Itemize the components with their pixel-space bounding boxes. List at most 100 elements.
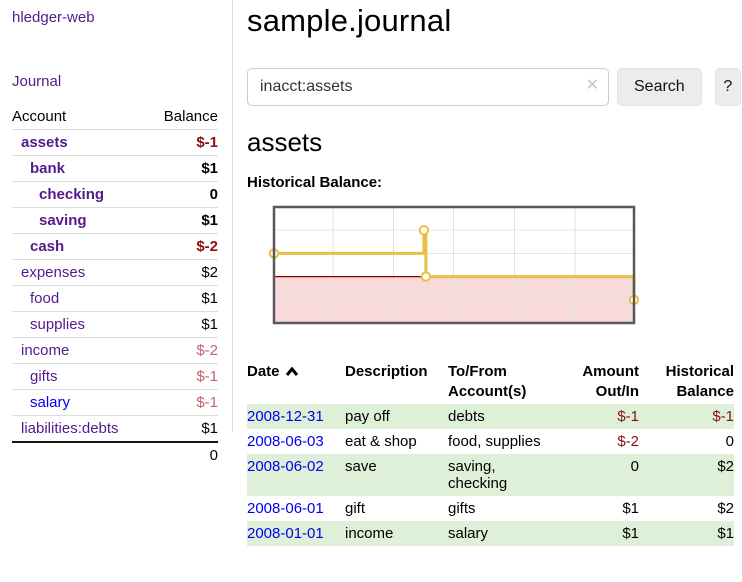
transaction-date-cell: 2008-06-02 <box>247 454 345 496</box>
date-link[interactable]: 2008-06-01 <box>247 500 324 517</box>
account-balance: $-2 <box>148 233 218 260</box>
transaction-balance: $2 <box>717 458 734 475</box>
accounts-total-row: 0 <box>12 441 218 468</box>
transaction-accounts: saving, checking <box>448 458 508 492</box>
header-label: Date <box>247 362 345 382</box>
account-link[interactable]: bank <box>30 160 66 177</box>
account-balance: $-2 <box>148 337 218 364</box>
account-name-cell: supplies <box>12 311 149 338</box>
transaction-description: income <box>345 525 394 542</box>
account-name-cell: assets <box>12 130 149 156</box>
account-balance: $1 <box>148 415 218 442</box>
search-input[interactable] <box>247 68 609 106</box>
account-link[interactable]: liabilities:debts <box>21 420 119 437</box>
account-link[interactable]: assets <box>21 134 68 151</box>
account-link[interactable]: supplies <box>30 316 86 333</box>
transaction-date-cell: 2008-12-31 <box>247 404 345 429</box>
account-balance: $-1 <box>148 389 218 416</box>
account-row: liabilities:debts $1 <box>12 415 218 442</box>
accounts-table: Account Balance assets $-1 bank $1 checking 0… <box>12 104 218 468</box>
date-link[interactable]: 2008-01-01 <box>247 525 324 542</box>
accounts-table-header-row: Account Balance <box>12 104 218 130</box>
main-content: sample.journal ✕ Search ? assets Histori… <box>232 0 741 546</box>
register-header-historical: Historical Balance <box>639 360 734 404</box>
account-row: saving $1 <box>12 207 218 234</box>
account-link[interactable]: gifts <box>30 368 58 385</box>
account-balance: $1 <box>148 285 218 312</box>
header-label: Historical <box>665 363 734 380</box>
sidebar-item-journal[interactable]: Journal <box>12 73 62 90</box>
transaction-accounts: gifts <box>448 500 476 517</box>
account-balance: $1 <box>148 311 218 338</box>
transaction-row: 2008-06-03 eat & shop food, supplies $-2 0 <box>247 429 734 454</box>
account-balance: $2 <box>148 259 218 286</box>
account-link[interactable]: checking <box>39 186 105 203</box>
account-name-cell: saving <box>12 207 149 234</box>
header-label-line2: Account(s) <box>448 383 527 400</box>
accounts-total-value: 0 <box>148 441 218 468</box>
header-label: To/From <box>448 363 507 380</box>
account-link[interactable]: expenses <box>21 264 86 281</box>
brand-link[interactable]: hledger-web <box>12 9 95 26</box>
account-link[interactable]: cash <box>30 238 65 255</box>
transaction-balance: $1 <box>717 525 734 542</box>
chart-title: Historical Balance: <box>247 174 383 191</box>
account-balance: 0 <box>148 181 218 208</box>
account-name-cell: expenses <box>12 259 149 286</box>
account-row: food $1 <box>12 285 218 312</box>
date-link[interactable]: 2008-06-03 <box>247 433 324 450</box>
header-label-line2: Out/In <box>595 383 639 400</box>
register-table: Date Description To/From Account(s) Amount Ou… <box>247 360 734 546</box>
account-name-cell: bank <box>12 155 149 182</box>
search-form: ✕ Search ? <box>247 68 741 106</box>
register-header-row: Date Description To/From Account(s) Amount Ou… <box>247 360 734 404</box>
header-label: Description <box>345 363 428 380</box>
account-row: salary $-1 <box>12 389 218 416</box>
transaction-amount: $1 <box>622 500 639 517</box>
account-balance: $-1 <box>196 134 218 151</box>
register-sort-header-date[interactable]: Date <box>247 360 345 404</box>
transaction-date-cell: 2008-01-01 <box>247 521 345 546</box>
transaction-date-cell: 2008-06-03 <box>247 429 345 454</box>
account-link[interactable]: income <box>21 342 70 359</box>
transaction-amount: 0 <box>630 458 639 475</box>
account-row: supplies $1 <box>12 311 218 338</box>
account-balance: $-1 <box>148 363 218 390</box>
transaction-row: 2008-06-01 gift gifts $1 $2 <box>247 496 734 521</box>
transaction-row: 2008-01-01 income salary $1 $1 <box>247 521 734 546</box>
date-link[interactable]: 2008-06-02 <box>247 458 324 475</box>
chevron-up-icon <box>285 366 298 376</box>
account-name-cell: gifts <box>12 363 149 390</box>
transaction-balance: $2 <box>717 500 734 517</box>
account-link[interactable]: saving <box>39 212 87 229</box>
account-row: cash $-2 <box>12 233 218 260</box>
account-name-cell: checking <box>12 181 149 208</box>
register-header-tofrom: To/From Account(s) <box>448 360 578 404</box>
account-name-cell: income <box>12 337 149 364</box>
account-link[interactable]: salary <box>30 394 71 411</box>
transaction-accounts: salary <box>448 525 489 542</box>
transaction-date-cell: 2008-06-01 <box>247 496 345 521</box>
transaction-amount: $-1 <box>617 408 639 425</box>
account-link[interactable]: food <box>30 290 60 307</box>
clear-search-icon[interactable]: ✕ <box>585 77 599 94</box>
page-title: sample.journal <box>247 3 452 38</box>
accounts-total-spacer <box>12 441 149 468</box>
register-header-description: Description <box>345 360 448 404</box>
header-label: Amount <box>582 363 639 380</box>
account-balance: $1 <box>148 155 218 182</box>
help-button[interactable]: ? <box>714 68 741 106</box>
header-label-line2: Balance <box>676 383 734 400</box>
sidebar-divider <box>232 0 233 432</box>
transaction-accounts: debts <box>448 408 485 425</box>
transaction-accounts: food, supplies <box>448 433 541 450</box>
transaction-amount: $-2 <box>617 433 639 450</box>
account-row: bank $1 <box>12 155 218 182</box>
account-row: assets $-1 <box>12 130 218 156</box>
account-row: income $-2 <box>12 337 218 364</box>
transaction-amount: $1 <box>622 525 639 542</box>
search-input-wrap: ✕ <box>247 68 609 106</box>
account-row: gifts $-1 <box>12 363 218 390</box>
search-button[interactable]: Search <box>617 68 702 106</box>
date-link[interactable]: 2008-12-31 <box>247 408 324 425</box>
